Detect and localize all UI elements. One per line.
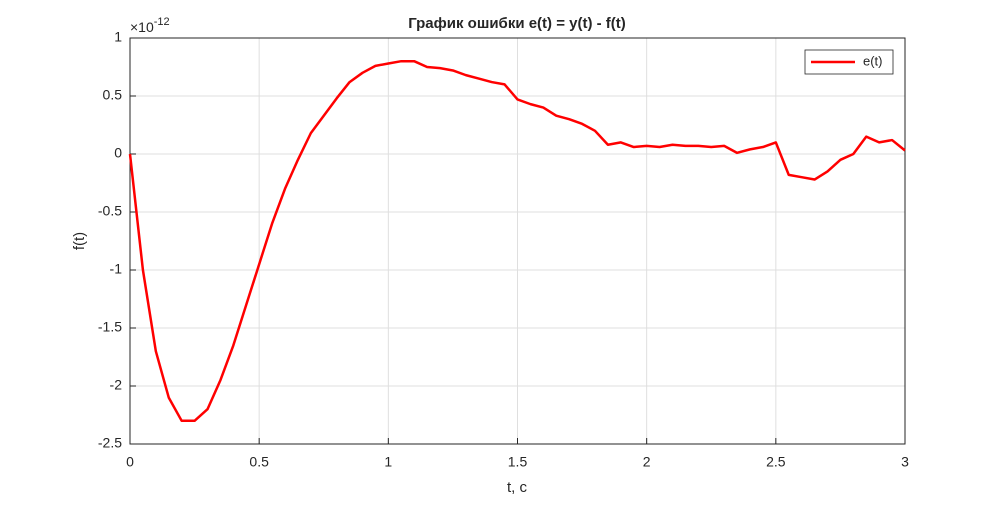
y-multiplier: ×10-12	[130, 16, 170, 35]
chart-title: График ошибки e(t) = y(t) - f(t)	[408, 15, 626, 32]
y-tick-label: -2	[110, 377, 123, 393]
y-multiplier-base: ×10	[130, 19, 154, 35]
line-series	[128, 59, 906, 423]
y-tick-label: -2.5	[98, 435, 122, 451]
y-tick-label: 0	[114, 145, 122, 161]
y-multiplier-exponent: -12	[154, 16, 170, 28]
x-tick-label: 1.5	[508, 454, 528, 470]
y-tick-label: 0.5	[103, 87, 123, 103]
plot-frame	[129, 37, 906, 445]
x-tick-label: 0.5	[249, 454, 269, 470]
y-tick-label: 1	[114, 29, 122, 45]
y-tick-label: -0.5	[98, 203, 122, 219]
x-tick-label: 2	[643, 454, 651, 470]
y-tick-label: -1	[110, 261, 123, 277]
legend-label: e(t)	[863, 53, 883, 68]
x-tick-label: 0	[126, 454, 134, 470]
x-tick-label: 2.5	[766, 454, 786, 470]
x-tick-label: 3	[901, 454, 909, 470]
x-tick-label: 1	[384, 454, 392, 470]
x-axis-label: t, c	[507, 479, 528, 496]
y-axis-label: f(t)	[71, 232, 88, 250]
y-tick-label: -1.5	[98, 319, 122, 335]
